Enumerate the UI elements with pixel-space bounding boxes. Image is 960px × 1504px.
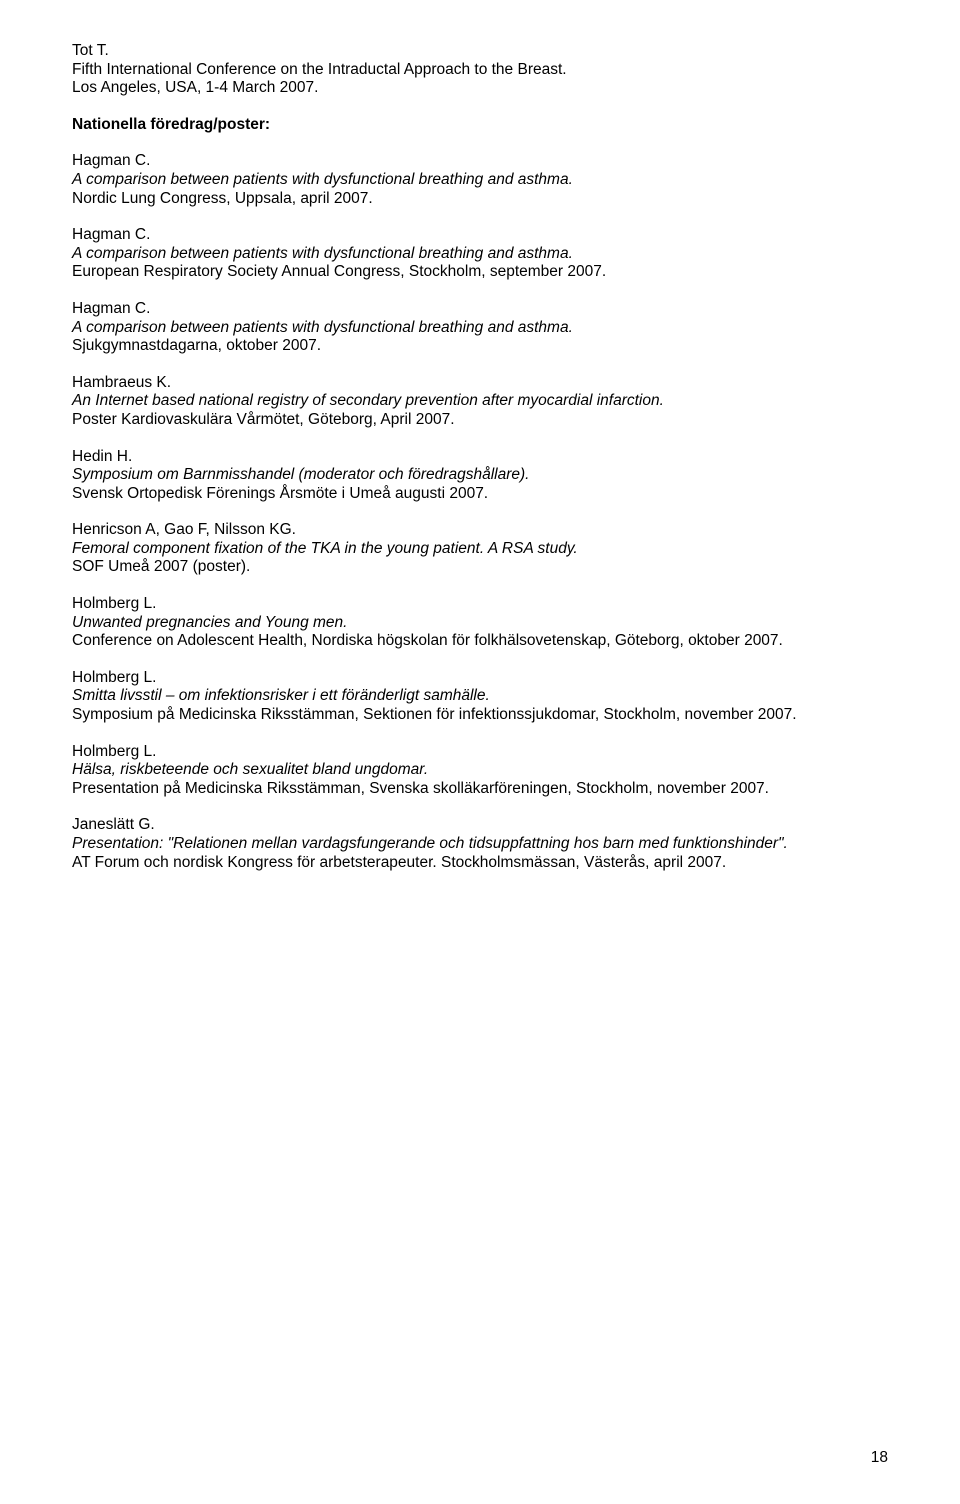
entry-title: A comparison between patients with dysfu… [72,319,888,338]
entry-venue: Symposium på Medicinska Riksstämman, Sek… [72,706,888,725]
entry-title: A comparison between patients with dysfu… [72,245,888,264]
entry-title: Fifth International Conference on the In… [72,61,888,80]
entry-author: Holmberg L. [72,669,888,688]
entry: Hagman C. A comparison between patients … [72,300,888,356]
entry: Hambraeus K. An Internet based national … [72,374,888,430]
entry-author: Hagman C. [72,152,888,171]
document-page: Tot T. Fifth International Conference on… [0,0,960,1504]
top-entry: Tot T. Fifth International Conference on… [72,42,888,98]
entry-venue: SOF Umeå 2007 (poster). [72,558,888,577]
entry-venue: European Respiratory Society Annual Cong… [72,263,888,282]
entry-author: Janeslätt G. [72,816,888,835]
entry: Hedin H. Symposium om Barnmisshandel (mo… [72,448,888,504]
entry-author: Hambraeus K. [72,374,888,393]
entry-venue: Sjukgymnastdagarna, oktober 2007. [72,337,888,356]
entry: Holmberg L. Unwanted pregnancies and You… [72,595,888,651]
section-heading: Nationella föredrag/poster: [72,116,888,135]
entry-author: Holmberg L. [72,743,888,762]
entry-venue: Nordic Lung Congress, Uppsala, april 200… [72,190,888,209]
entry: Hagman C. A comparison between patients … [72,152,888,208]
entry-venue: Los Angeles, USA, 1-4 March 2007. [72,79,888,98]
entry-title: An Internet based national registry of s… [72,392,888,411]
entry-author: Tot T. [72,42,888,61]
entry-venue: Conference on Adolescent Health, Nordisk… [72,632,888,651]
entry-venue: Svensk Ortopedisk Förenings Årsmöte i Um… [72,485,888,504]
entry-title: Unwanted pregnancies and Young men. [72,614,888,633]
entry: Henricson A, Gao F, Nilsson KG. Femoral … [72,521,888,577]
entry-author: Holmberg L. [72,595,888,614]
entry-title: A comparison between patients with dysfu… [72,171,888,190]
entry: Holmberg L. Smitta livsstil – om infekti… [72,669,888,725]
entry: Janeslätt G. Presentation: "Relationen m… [72,816,888,872]
entry: Holmberg L. Hälsa, riskbeteende och sexu… [72,743,888,799]
entry-venue: Poster Kardiovaskulära Vårmötet, Götebor… [72,411,888,430]
entry-author: Hagman C. [72,226,888,245]
entry-title: Presentation: "Relationen mellan vardags… [72,835,888,854]
entry-title: Femoral component fixation of the TKA in… [72,540,888,559]
entry-title: Hälsa, riskbeteende och sexualitet bland… [72,761,888,780]
page-number: 18 [871,1449,888,1468]
entry-author: Hedin H. [72,448,888,467]
entry-title: Smitta livsstil – om infektionsrisker i … [72,687,888,706]
entry: Hagman C. A comparison between patients … [72,226,888,282]
entry-author: Hagman C. [72,300,888,319]
entry-title: Symposium om Barnmisshandel (moderator o… [72,466,888,485]
entry-venue: AT Forum och nordisk Kongress för arbets… [72,854,888,873]
entry-venue: Presentation på Medicinska Riksstämman, … [72,780,888,799]
entry-author: Henricson A, Gao F, Nilsson KG. [72,521,888,540]
